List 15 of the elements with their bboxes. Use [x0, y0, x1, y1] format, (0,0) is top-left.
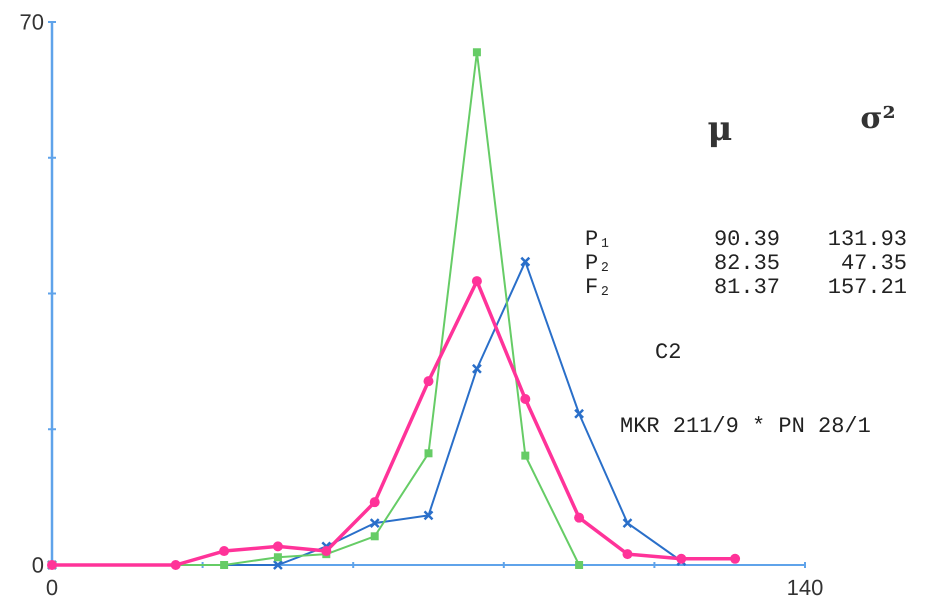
annotation: MKR 211/9 * PN 28/1 — [620, 414, 871, 439]
annotation: 81.37 — [714, 275, 780, 300]
annotation: 90.39 — [714, 227, 780, 252]
x-tick-label: 140 — [786, 575, 824, 600]
annotation: P₂ — [585, 251, 612, 276]
annotation: 82.35 — [714, 251, 780, 276]
text: 157.21 — [828, 275, 907, 300]
annotation: C2 — [655, 340, 682, 365]
text: 47.35 — [840, 251, 907, 276]
y-tick-label: 70 — [20, 10, 44, 35]
annotation: P₁ — [585, 227, 612, 252]
text: 131.93 — [828, 227, 907, 252]
annotation: F₂ — [585, 275, 612, 300]
annotation: μ — [708, 109, 732, 149]
text: σ² — [860, 101, 896, 136]
